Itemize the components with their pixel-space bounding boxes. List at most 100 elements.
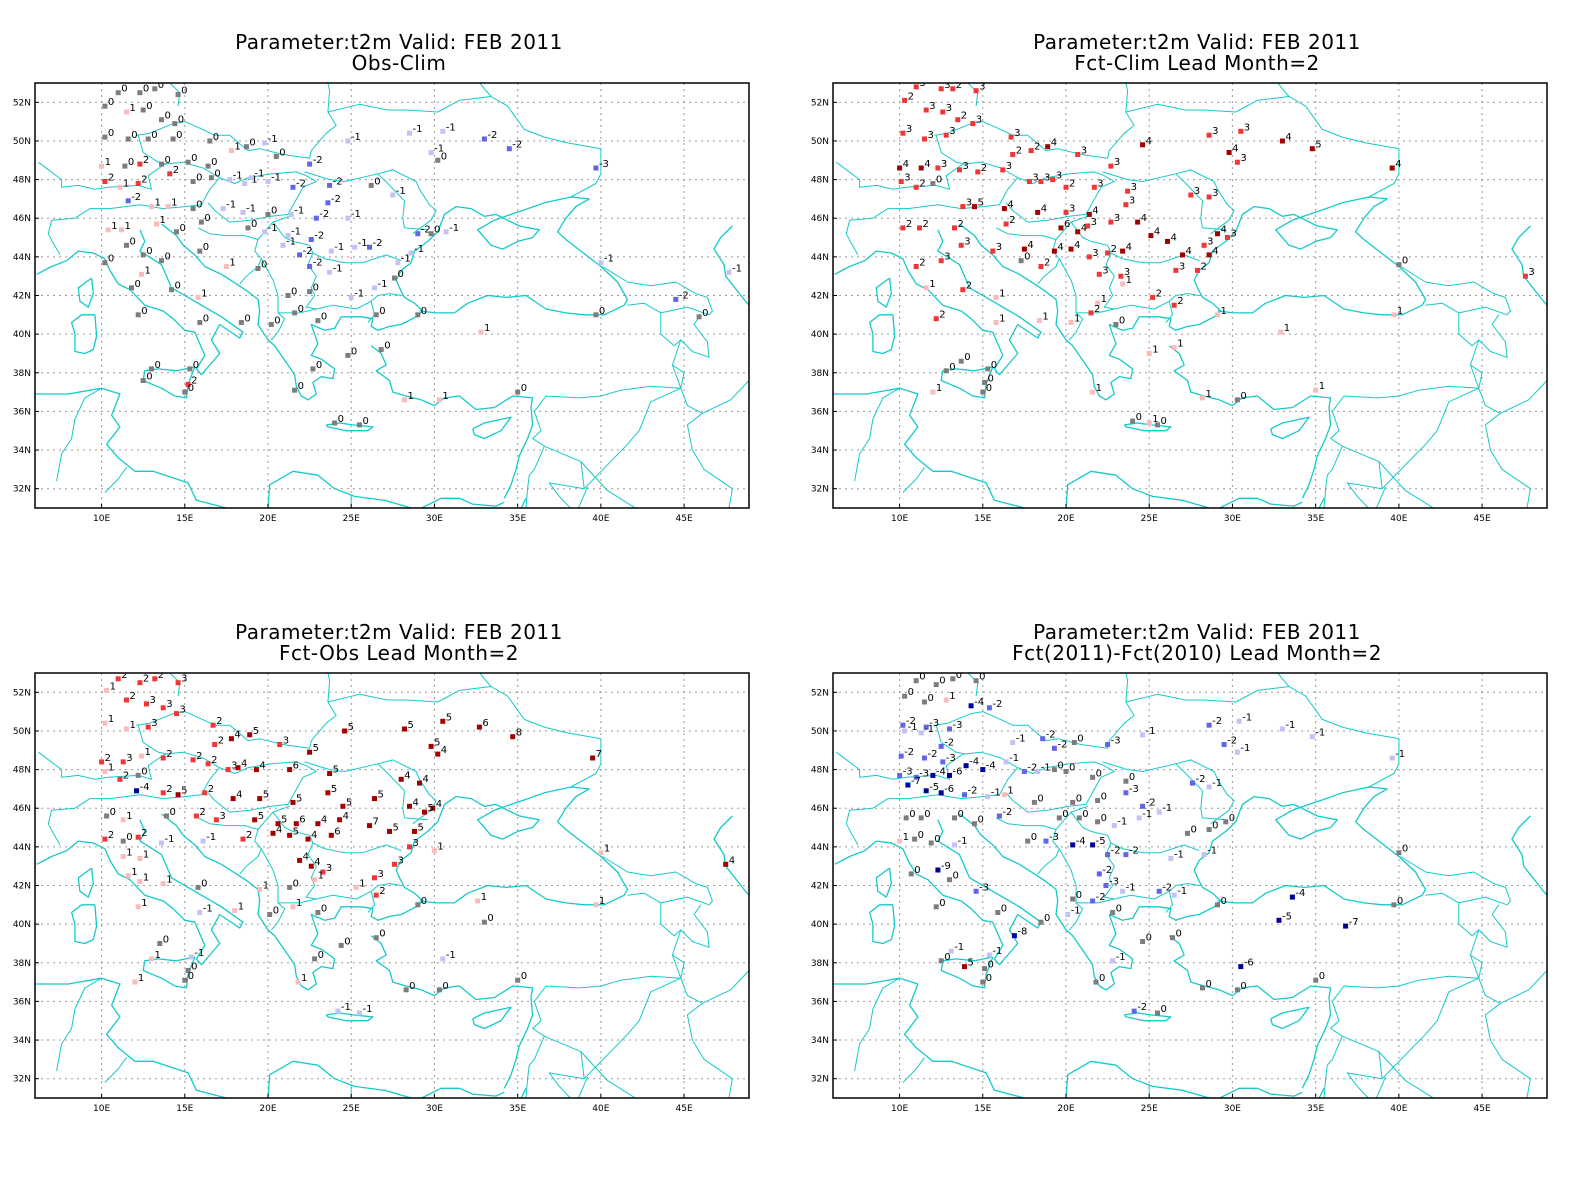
station-value: 5 (346, 797, 352, 808)
station-value: 1 (604, 844, 610, 855)
station-value: 2 (919, 178, 925, 189)
station-value: 0 (1129, 772, 1135, 783)
station-value: 1 (442, 391, 448, 402)
station-marker (958, 242, 964, 248)
station-value: -3 (599, 159, 609, 170)
station-marker (985, 366, 991, 372)
coastlines (833, 83, 1547, 508)
station-value: -1 (268, 223, 278, 234)
station-value: 0 (196, 173, 202, 184)
station-marker (726, 269, 732, 275)
border-path (1458, 902, 1508, 948)
station-marker (327, 182, 333, 188)
station-value: -4 (936, 766, 946, 777)
station-value: -4 (974, 697, 984, 708)
map-fct-clim: 10E 15E 20E 25E 30E 35E 40E 45E 52N 50N 48N 46N 44N 4… (811, 82, 1548, 524)
station-layer: 00 0 001 00 00 0 0 0 001-10-2-1-1 -1-2-2-10-31 0 2 0… (99, 83, 742, 428)
coastline-path (713, 815, 749, 955)
station-marker (159, 258, 164, 264)
station-value: -5 (1096, 836, 1106, 847)
station-value: 4 (1074, 240, 1080, 251)
station-marker (139, 271, 144, 277)
station-marker (1120, 248, 1126, 254)
station-value: 4 (303, 851, 309, 862)
station-marker (1343, 923, 1349, 929)
map-fct-diff: 10E 15E 20E 25E 30E 35E 40E 45E 52N 50N 48N 46N 44N 4… (811, 672, 1548, 1114)
station-value: 0 (924, 809, 930, 820)
station-marker (353, 884, 359, 890)
station-value: 8 (516, 728, 522, 739)
station-value: 1 (1101, 294, 1107, 305)
station-marker (125, 136, 131, 142)
border-path (1323, 411, 1343, 508)
station-value: 1 (1284, 323, 1290, 334)
station-marker (164, 813, 169, 819)
station-marker (307, 749, 313, 755)
station-marker (957, 167, 962, 173)
station-value: 0 (908, 687, 914, 698)
station-value: 5 (378, 790, 384, 801)
station-marker (240, 209, 246, 215)
station-value: -1 (378, 279, 388, 290)
station-value: 0 (409, 981, 415, 992)
station-value: -2 (131, 192, 141, 203)
station-value: -3 (946, 753, 956, 764)
station-value: 3 (150, 695, 156, 706)
station-marker (372, 875, 377, 881)
station-marker (903, 815, 909, 821)
y-tick-label: 32N (13, 1075, 31, 1085)
station-marker (213, 817, 219, 823)
station-value: -2 (1137, 1002, 1147, 1013)
station-marker (357, 1010, 362, 1016)
station-marker (1146, 420, 1152, 426)
station-value: 0 (1161, 1004, 1167, 1015)
station-marker (935, 867, 941, 873)
station-marker (1086, 254, 1092, 260)
border-path (967, 83, 979, 107)
border-path (533, 929, 682, 1002)
station-marker (481, 919, 487, 925)
station-marker (125, 873, 131, 879)
station-value: 3 (326, 863, 332, 874)
coastline-path (1123, 422, 1172, 432)
border-path (1102, 171, 1226, 231)
station-marker (315, 318, 321, 324)
station-marker (428, 150, 434, 155)
station-value: 4 (1126, 242, 1132, 253)
station-value: 2 (211, 755, 217, 766)
station-value: 0 (293, 878, 299, 889)
y-tick-label: 36N (811, 997, 829, 1007)
station-marker (943, 132, 949, 138)
station-value: -1 (1212, 778, 1222, 789)
border-path (672, 364, 685, 389)
station-marker (1131, 1008, 1137, 1014)
station-value: -2 (992, 699, 1002, 710)
station-value: -7 (1349, 917, 1359, 928)
station-marker (292, 310, 298, 316)
station-value: 0 (351, 346, 357, 357)
station-value: 7 (373, 817, 379, 828)
station-value: 3 (413, 838, 419, 849)
coastline-path (472, 416, 512, 440)
station-marker (1096, 271, 1102, 277)
station-marker (1234, 159, 1240, 165)
station-marker (696, 314, 702, 320)
station-value: -2 (928, 749, 938, 760)
border-path (660, 902, 710, 948)
station-marker (1278, 329, 1284, 335)
station-marker (348, 294, 354, 300)
coastline-path (472, 1006, 512, 1030)
station-value: 1 (437, 842, 443, 853)
station-marker (1155, 422, 1160, 428)
station-value: 1 (484, 323, 490, 334)
station-marker (1188, 192, 1194, 198)
station-value: 1 (143, 873, 149, 884)
station-marker (980, 767, 986, 773)
station-value: 2 (208, 784, 214, 795)
station-marker (898, 753, 904, 759)
station-value: -2 (296, 178, 306, 189)
station-value: -1 (165, 834, 175, 845)
station-value: 1 (599, 896, 605, 907)
station-value: 3 (398, 855, 404, 866)
